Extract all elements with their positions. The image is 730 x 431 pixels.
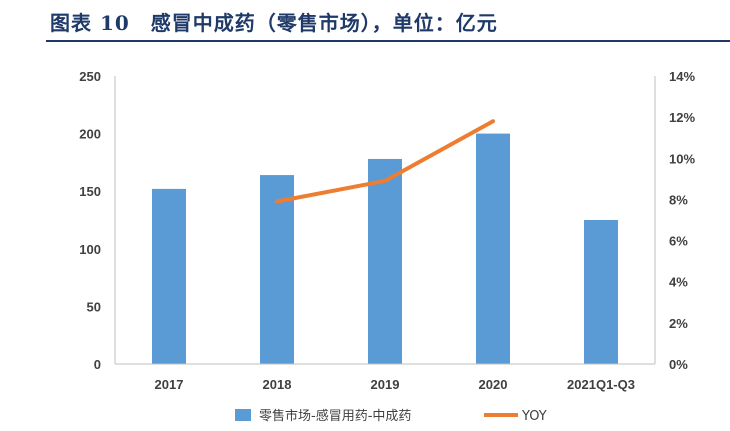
y2-tick-label: 10% (669, 151, 695, 166)
bar (152, 188, 186, 364)
chart-title: 图表 10 感冒中成药（零售市场），单位：亿元 (50, 11, 498, 35)
legend-label-bar: 零售市场-感冒用药-中成药 (259, 408, 411, 424)
bar (368, 158, 402, 364)
y-tick-label: 200 (79, 127, 101, 142)
x-tick-label: 2019 (371, 377, 400, 392)
y-tick-label: 50 (87, 299, 101, 314)
yoy-line (275, 119, 495, 204)
title-divider (46, 40, 730, 42)
y2-tick-label: 14% (669, 69, 695, 84)
y2-tick-label: 6% (669, 234, 688, 249)
y-tick-label: 250 (79, 69, 101, 84)
bar (584, 220, 618, 364)
y-tick-label: 100 (79, 242, 101, 257)
y2-tick-label: 12% (669, 110, 695, 125)
x-tick-label: 2018 (263, 377, 292, 392)
legend-label-line: YOY (521, 409, 547, 424)
title-bar: 图表 10 感冒中成药（零售市场），单位：亿元 (0, 0, 730, 44)
x-tick-label: 2017 (155, 377, 184, 392)
x-tick-label: 2021Q1-Q3 (567, 377, 635, 392)
y-tick-label: 0 (94, 357, 101, 372)
x-tick-label: 2020 (479, 377, 508, 392)
bar (260, 175, 294, 364)
y2-tick-label: 2% (669, 316, 688, 331)
y-tick-label: 150 (79, 184, 101, 199)
y2-tick-label: 8% (669, 192, 688, 207)
bar (476, 133, 510, 364)
legend-swatch-bar (235, 409, 251, 421)
y2-tick-label: 4% (669, 275, 688, 290)
y2-tick-label: 0% (669, 357, 688, 372)
